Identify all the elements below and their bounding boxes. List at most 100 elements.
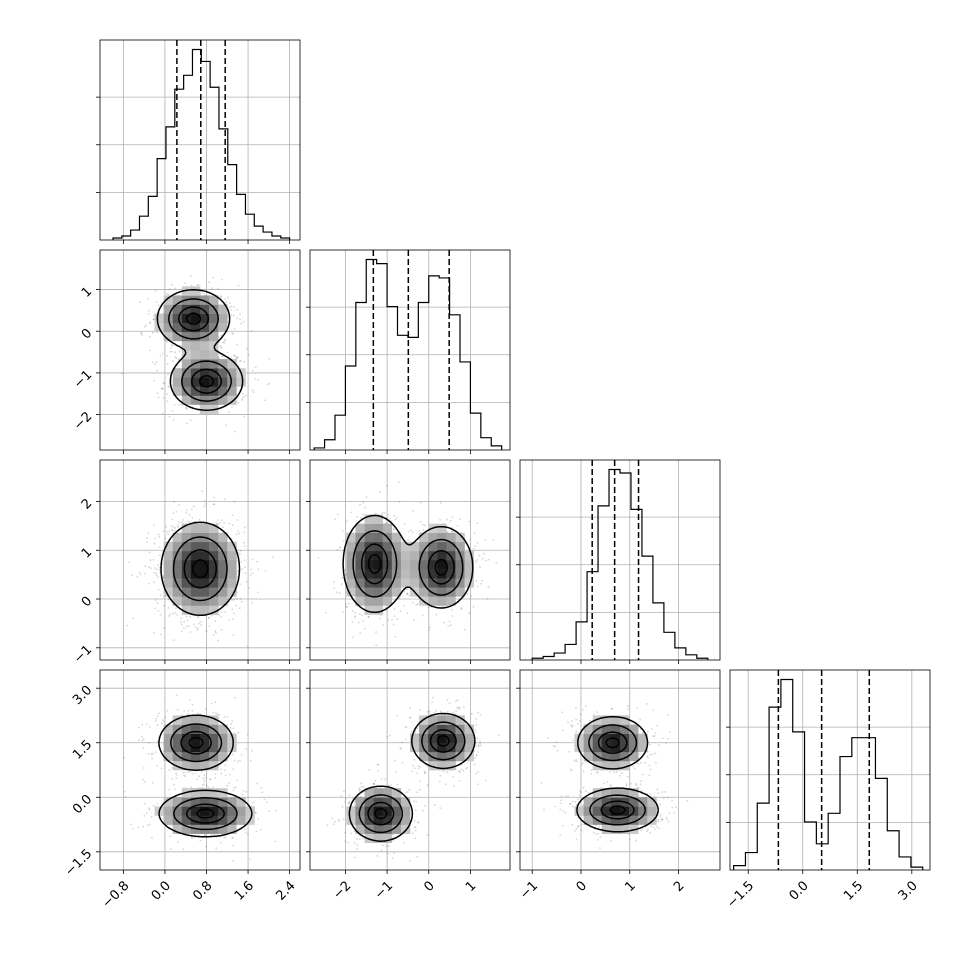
scatter-point: [148, 742, 151, 744]
density-cell: [209, 815, 219, 825]
density-cell: [373, 569, 384, 579]
scatter-point: [372, 782, 375, 785]
density-cell: [437, 523, 447, 534]
density-cell: [428, 578, 438, 588]
scatter-point: [446, 771, 449, 774]
scatter-point: [348, 602, 350, 605]
scatter-point: [236, 519, 239, 521]
scatter-point: [166, 400, 169, 402]
scatter-point: [439, 518, 441, 521]
scatter-point: [399, 610, 402, 613]
density-cell: [373, 532, 384, 543]
density-cell: [218, 578, 228, 588]
scatter-point: [413, 826, 416, 829]
scatter-point: [173, 529, 176, 532]
density-cell: [200, 295, 210, 305]
density-cell: [172, 368, 183, 378]
scatter-point: [344, 840, 347, 842]
scatter-point: [155, 361, 158, 364]
contour-3-0-2: [180, 730, 226, 824]
density-cell: [172, 304, 183, 314]
scatter-point: [153, 542, 156, 545]
scatter-point: [416, 855, 418, 858]
density-cell: [391, 569, 402, 579]
scatter-point: [348, 801, 351, 804]
scatter-point: [166, 355, 169, 357]
scatter-point: [174, 287, 177, 290]
scatter-point: [190, 786, 193, 789]
scatter-point: [167, 293, 170, 296]
scatter-point: [414, 809, 417, 811]
scatter-point: [144, 565, 147, 568]
scatter-point: [179, 344, 182, 347]
density-cell: [190, 724, 201, 734]
density-cell: [200, 541, 210, 552]
scatter-point: [188, 520, 191, 523]
scatter-point: [406, 588, 408, 591]
scatter-point: [416, 603, 419, 605]
scatter-point: [256, 560, 258, 563]
scatter-point: [233, 354, 236, 357]
scatter-point: [176, 694, 178, 696]
scatter-point: [255, 812, 257, 814]
density-cell: [227, 377, 237, 387]
scatter-point: [147, 582, 150, 585]
scatter-point: [375, 631, 377, 633]
scatter-point: [218, 341, 221, 344]
scatter-point: [151, 836, 153, 839]
scatter-point: [365, 496, 368, 499]
scatter-point: [419, 788, 421, 791]
scatter-point: [185, 615, 188, 618]
density-cell: [190, 304, 201, 314]
scatter-point: [151, 757, 154, 760]
scatter-point: [466, 593, 469, 595]
density-cell: [181, 386, 192, 396]
scatter-point: [138, 726, 140, 729]
scatter-point: [151, 752, 154, 755]
scatter-point: [248, 353, 251, 356]
contour-2-1-0: [342, 514, 474, 614]
scatter-point: [453, 785, 455, 788]
scatter-point: [226, 784, 229, 787]
scatter-point: [380, 778, 383, 780]
scatter-point: [231, 599, 234, 601]
density-cell: [400, 560, 411, 570]
scatter-point: [264, 399, 266, 402]
scatter-point: [424, 771, 427, 774]
scatter-point: [463, 706, 465, 708]
scatter-point: [241, 600, 243, 603]
scatter-point: [200, 621, 203, 623]
scatter-point: [216, 519, 219, 521]
scatter-point: [228, 782, 231, 784]
scatter-point: [455, 709, 457, 712]
scatter-point: [171, 778, 173, 780]
scatter-point: [174, 527, 177, 529]
scatter-point: [472, 547, 475, 550]
scatter-point: [348, 794, 351, 796]
scatter-point: [198, 622, 200, 625]
density-cell: [181, 532, 192, 543]
density-cell: [200, 569, 210, 579]
density-cell: [355, 560, 365, 570]
density-cell: [209, 569, 219, 579]
scatter-point: [394, 759, 396, 762]
scatter-point: [239, 313, 242, 315]
scatter-point: [457, 706, 459, 709]
scatter-point: [172, 512, 175, 514]
scatter-point: [156, 765, 159, 767]
scatter-point: [176, 364, 179, 367]
density-cell: [437, 550, 447, 561]
scatter-point: [350, 511, 352, 514]
scatter-point: [228, 619, 231, 621]
scatter-point: [216, 713, 219, 716]
density-cell: [209, 797, 219, 807]
density-cell: [200, 742, 210, 753]
density-cell: [446, 569, 456, 579]
scatter-point: [428, 712, 431, 715]
scatter-point: [405, 726, 408, 729]
scatter-point: [406, 592, 409, 595]
scatter-point: [249, 574, 252, 576]
scatter-point: [360, 614, 363, 617]
scatter-point: [228, 773, 231, 776]
density-cell: [346, 815, 356, 825]
